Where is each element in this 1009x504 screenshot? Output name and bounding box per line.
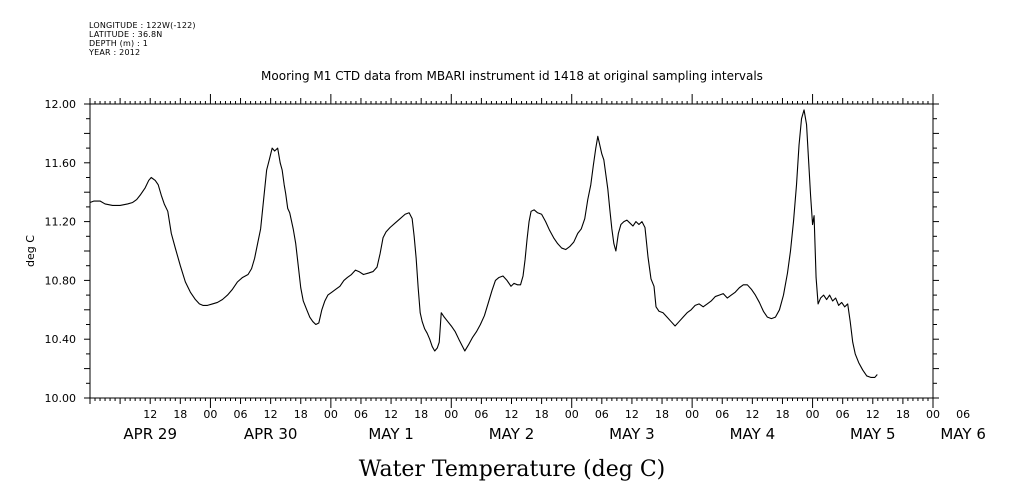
meta-year: YEAR : 2012 (89, 48, 141, 57)
x-tick-label: 00 (324, 408, 338, 421)
x-tick-label: 12 (866, 408, 880, 421)
y-tick-label: 10.00 (45, 392, 77, 405)
x-day-label: MAY 6 (940, 425, 986, 443)
x-tick-label: 00 (444, 408, 458, 421)
x-tick-label: 12 (143, 408, 157, 421)
chart-title: Mooring M1 CTD data from MBARI instrumen… (261, 69, 763, 83)
x-day-label: APR 29 (123, 425, 177, 443)
y-tick-label: 12.00 (45, 98, 77, 111)
x-tick-label: 18 (896, 408, 910, 421)
x-tick-label: 00 (926, 408, 940, 421)
x-tick-label: 06 (234, 408, 248, 421)
series-group (89, 109, 878, 378)
x-tick-label: 06 (354, 408, 368, 421)
x-tick-label: 18 (294, 408, 308, 421)
y-tick-label: 11.20 (45, 216, 77, 229)
x-tick-label: 12 (384, 408, 398, 421)
x-tick-label: 18 (775, 408, 789, 421)
x-tick-label: 00 (806, 408, 820, 421)
y-tick-label: 10.40 (45, 333, 77, 346)
plot-frame (89, 103, 934, 399)
x-tick-label: 06 (595, 408, 609, 421)
meta-longitude: LONGITUDE : 122W(-122) (89, 21, 196, 30)
x-day-label: MAY 2 (489, 425, 535, 443)
x-day-label: APR 30 (244, 425, 298, 443)
x-tick-label: 00 (565, 408, 579, 421)
x-day-label: MAY 3 (609, 425, 655, 443)
x-tick-label: 18 (655, 408, 669, 421)
x-tick-label: 06 (956, 408, 970, 421)
x-day-label: MAY 4 (730, 425, 776, 443)
x-tick-label: 12 (264, 408, 278, 421)
x-tick-label: 12 (505, 408, 519, 421)
x-day-label: MAY 5 (850, 425, 896, 443)
x-tick-label: 18 (173, 408, 187, 421)
axes-group: 10.00 10.40 10.80 11.20 11.60 12.00 12 18 00 06 12… (45, 94, 986, 443)
meta-latitude: LATITUDE : 36.8N (89, 30, 163, 39)
meta-depth: DEPTH (m) : 1 (89, 39, 148, 48)
x-tick-label: 00 (203, 408, 217, 421)
x-tick-label: 06 (715, 408, 729, 421)
x-axis-label: Water Temperature (deg C) (359, 457, 666, 482)
x-tick-label: 06 (836, 408, 850, 421)
x-tick-label: 06 (474, 408, 488, 421)
x-tick-label: 18 (414, 408, 428, 421)
y-axis-label: deg C (24, 235, 37, 267)
temperature-series-line (89, 109, 878, 378)
x-tick-label: 12 (625, 408, 639, 421)
x-day-label: MAY 1 (368, 425, 414, 443)
x-tick-label: 18 (535, 408, 549, 421)
x-tick-label: 12 (745, 408, 759, 421)
y-tick-label: 11.60 (45, 157, 77, 170)
x-tick-label: 00 (685, 408, 699, 421)
y-tick-label: 10.80 (45, 274, 77, 287)
